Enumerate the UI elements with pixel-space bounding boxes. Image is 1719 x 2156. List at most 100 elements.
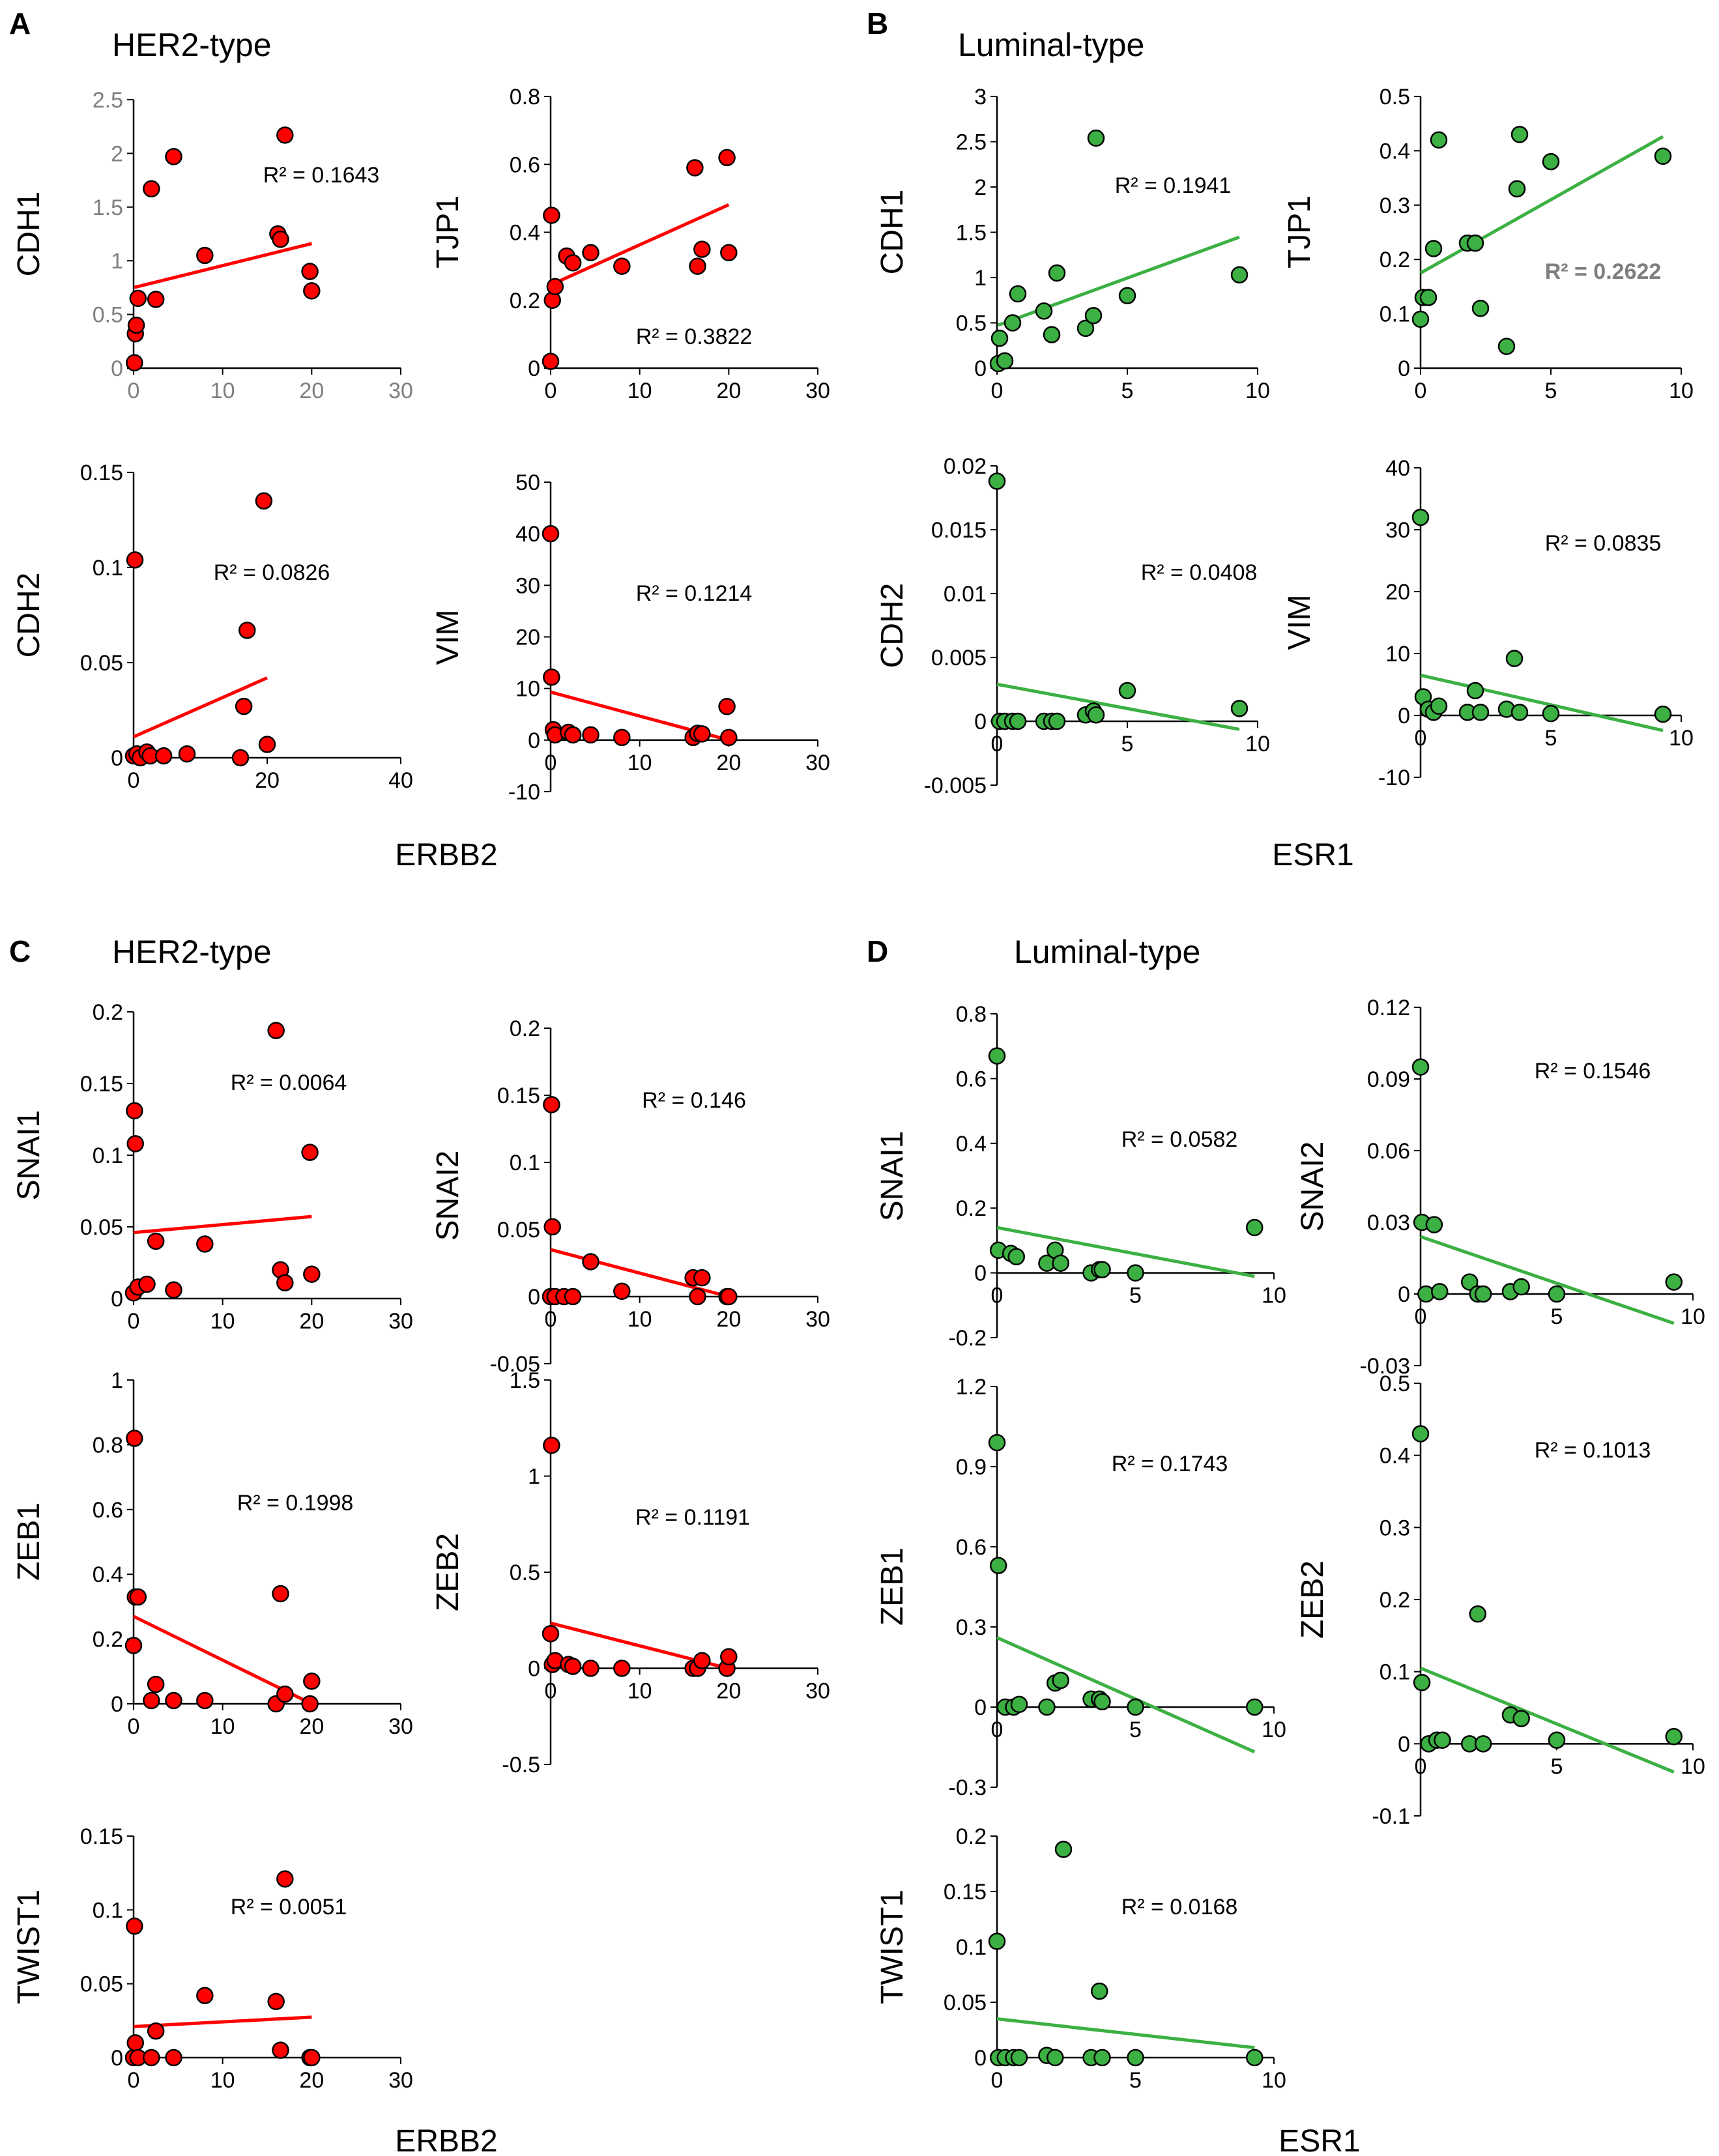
data-point (613, 257, 631, 275)
x-tick-label: 10 (1681, 1754, 1705, 1779)
r-squared-label: R² = 0.1191 (635, 1505, 750, 1530)
data-point (1052, 1671, 1069, 1689)
data-point (693, 725, 711, 743)
x-tick-label: 0 (545, 379, 557, 403)
y-tick-label: 0.4 (956, 1132, 987, 1157)
data-point (1230, 700, 1249, 717)
data-point (718, 698, 736, 715)
y-tick-label: 0.2 (510, 1016, 540, 1041)
y-tick-label: 0.5 (1380, 85, 1410, 109)
x-tick-label: 20 (299, 1309, 324, 1334)
x-tick-label: 10 (628, 379, 652, 403)
data-point (126, 2034, 144, 2052)
data-point (1127, 1698, 1144, 1716)
y-tick-label: 0 (528, 1285, 540, 1310)
x-tick-label: 30 (388, 1309, 413, 1334)
trend-line (1420, 673, 1664, 732)
y-tick-label: 0 (974, 710, 987, 734)
data-point (1076, 319, 1095, 338)
x-tick-label: 0 (991, 2068, 1004, 2093)
data-point (564, 1287, 582, 1306)
y-tick-label: -0.5 (502, 1753, 540, 1777)
data-point (1411, 1425, 1430, 1443)
data-point (1654, 147, 1672, 165)
panel-label-a: A (9, 7, 31, 40)
y-tick-label: 0.5 (510, 1560, 540, 1585)
data-point (988, 1433, 1006, 1452)
x-tick-label: 0 (991, 1718, 1004, 1742)
scatter-plot-d-twist1: 0 0.05 0.1 0.15 0.2 0 5 10 TWIST1 R² = 0.0168 (875, 1824, 1286, 2093)
data-point (1424, 240, 1443, 257)
y-tick-label: 0.2 (1380, 248, 1410, 272)
data-point (1043, 326, 1061, 343)
x-tick-label: 10 (1669, 379, 1694, 403)
trend-line (996, 2017, 1255, 2050)
x-tick-label: 0 (128, 1309, 140, 1334)
y-axis-label: CDH2 (12, 573, 46, 658)
data-point (1084, 307, 1103, 324)
data-point (1009, 712, 1027, 730)
y-tick-label: 0 (1398, 704, 1410, 728)
r-squared-label: R² = 0.0064 (231, 1071, 347, 1095)
y-tick-label: -0.05 (490, 1352, 541, 1377)
y-axis-label: CDH1 (12, 192, 46, 277)
data-point (1054, 1841, 1073, 1858)
y-tick-label: 2.5 (956, 130, 987, 155)
data-point (1469, 1605, 1487, 1623)
data-point (1035, 302, 1053, 320)
data-point (235, 697, 253, 715)
y-tick-label: 0.2 (956, 1196, 987, 1221)
data-point (165, 1691, 182, 1710)
x-tick-label: 0 (1415, 726, 1427, 751)
trend-line (134, 242, 312, 289)
scatter-plot-a-cdh1: 0 0.5 1 1.5 2 2.5 0 10 20 30 CDH1 R² = 0.1643 (12, 88, 413, 403)
trend-line (1420, 1235, 1675, 1325)
data-point (720, 244, 738, 262)
r-squared-label: R² = 0.0168 (1121, 1895, 1238, 1919)
data-point (1430, 697, 1448, 715)
data-point (1010, 1695, 1028, 1714)
data-point (720, 1287, 738, 1306)
r-squared-label: R² = 0.0826 (214, 560, 330, 585)
data-point (1425, 1216, 1443, 1233)
y-axis-label: VIM (1282, 594, 1317, 650)
data-point (258, 736, 276, 753)
data-point (303, 1265, 321, 1283)
data-point (542, 352, 560, 370)
x-tick-label: 10 (1262, 1718, 1286, 1742)
data-point (196, 1987, 214, 2005)
data-point (988, 1047, 1006, 1065)
data-point (582, 1253, 599, 1271)
data-point (126, 1918, 143, 1935)
y-tick-label: 0.05 (497, 1218, 540, 1243)
y-tick-label: 0.005 (931, 646, 987, 670)
data-point (1007, 1248, 1025, 1265)
x-tick-label: 10 (210, 379, 235, 403)
data-point (564, 1658, 582, 1675)
x-tick-label: 5 (1545, 726, 1557, 751)
x-tick-label: 0 (128, 1714, 140, 1739)
data-point (613, 1660, 631, 1677)
data-point (1093, 2048, 1111, 2067)
x-tick-label: 10 (1669, 726, 1694, 751)
y-axis-label: ZEB2 (1295, 1560, 1330, 1639)
data-point (126, 551, 144, 569)
data-point (689, 257, 706, 275)
y-tick-label: 0.15 (80, 1824, 123, 1849)
x-tick-label: 0 (128, 768, 140, 793)
data-point (127, 316, 145, 334)
data-point (143, 180, 160, 198)
y-tick-label: 0.3 (956, 1615, 987, 1640)
x-tick-label: 20 (299, 2068, 324, 2093)
y-tick-label: 0 (528, 356, 540, 381)
x-tick-label: 10 (1245, 732, 1270, 756)
data-point (989, 1557, 1007, 1574)
x-tick-label: 40 (388, 768, 413, 793)
data-point (165, 148, 182, 165)
r-squared-label: R² = 0.2622 (1545, 259, 1662, 284)
data-point (1230, 266, 1249, 284)
x-tick-label: 30 (805, 751, 830, 775)
